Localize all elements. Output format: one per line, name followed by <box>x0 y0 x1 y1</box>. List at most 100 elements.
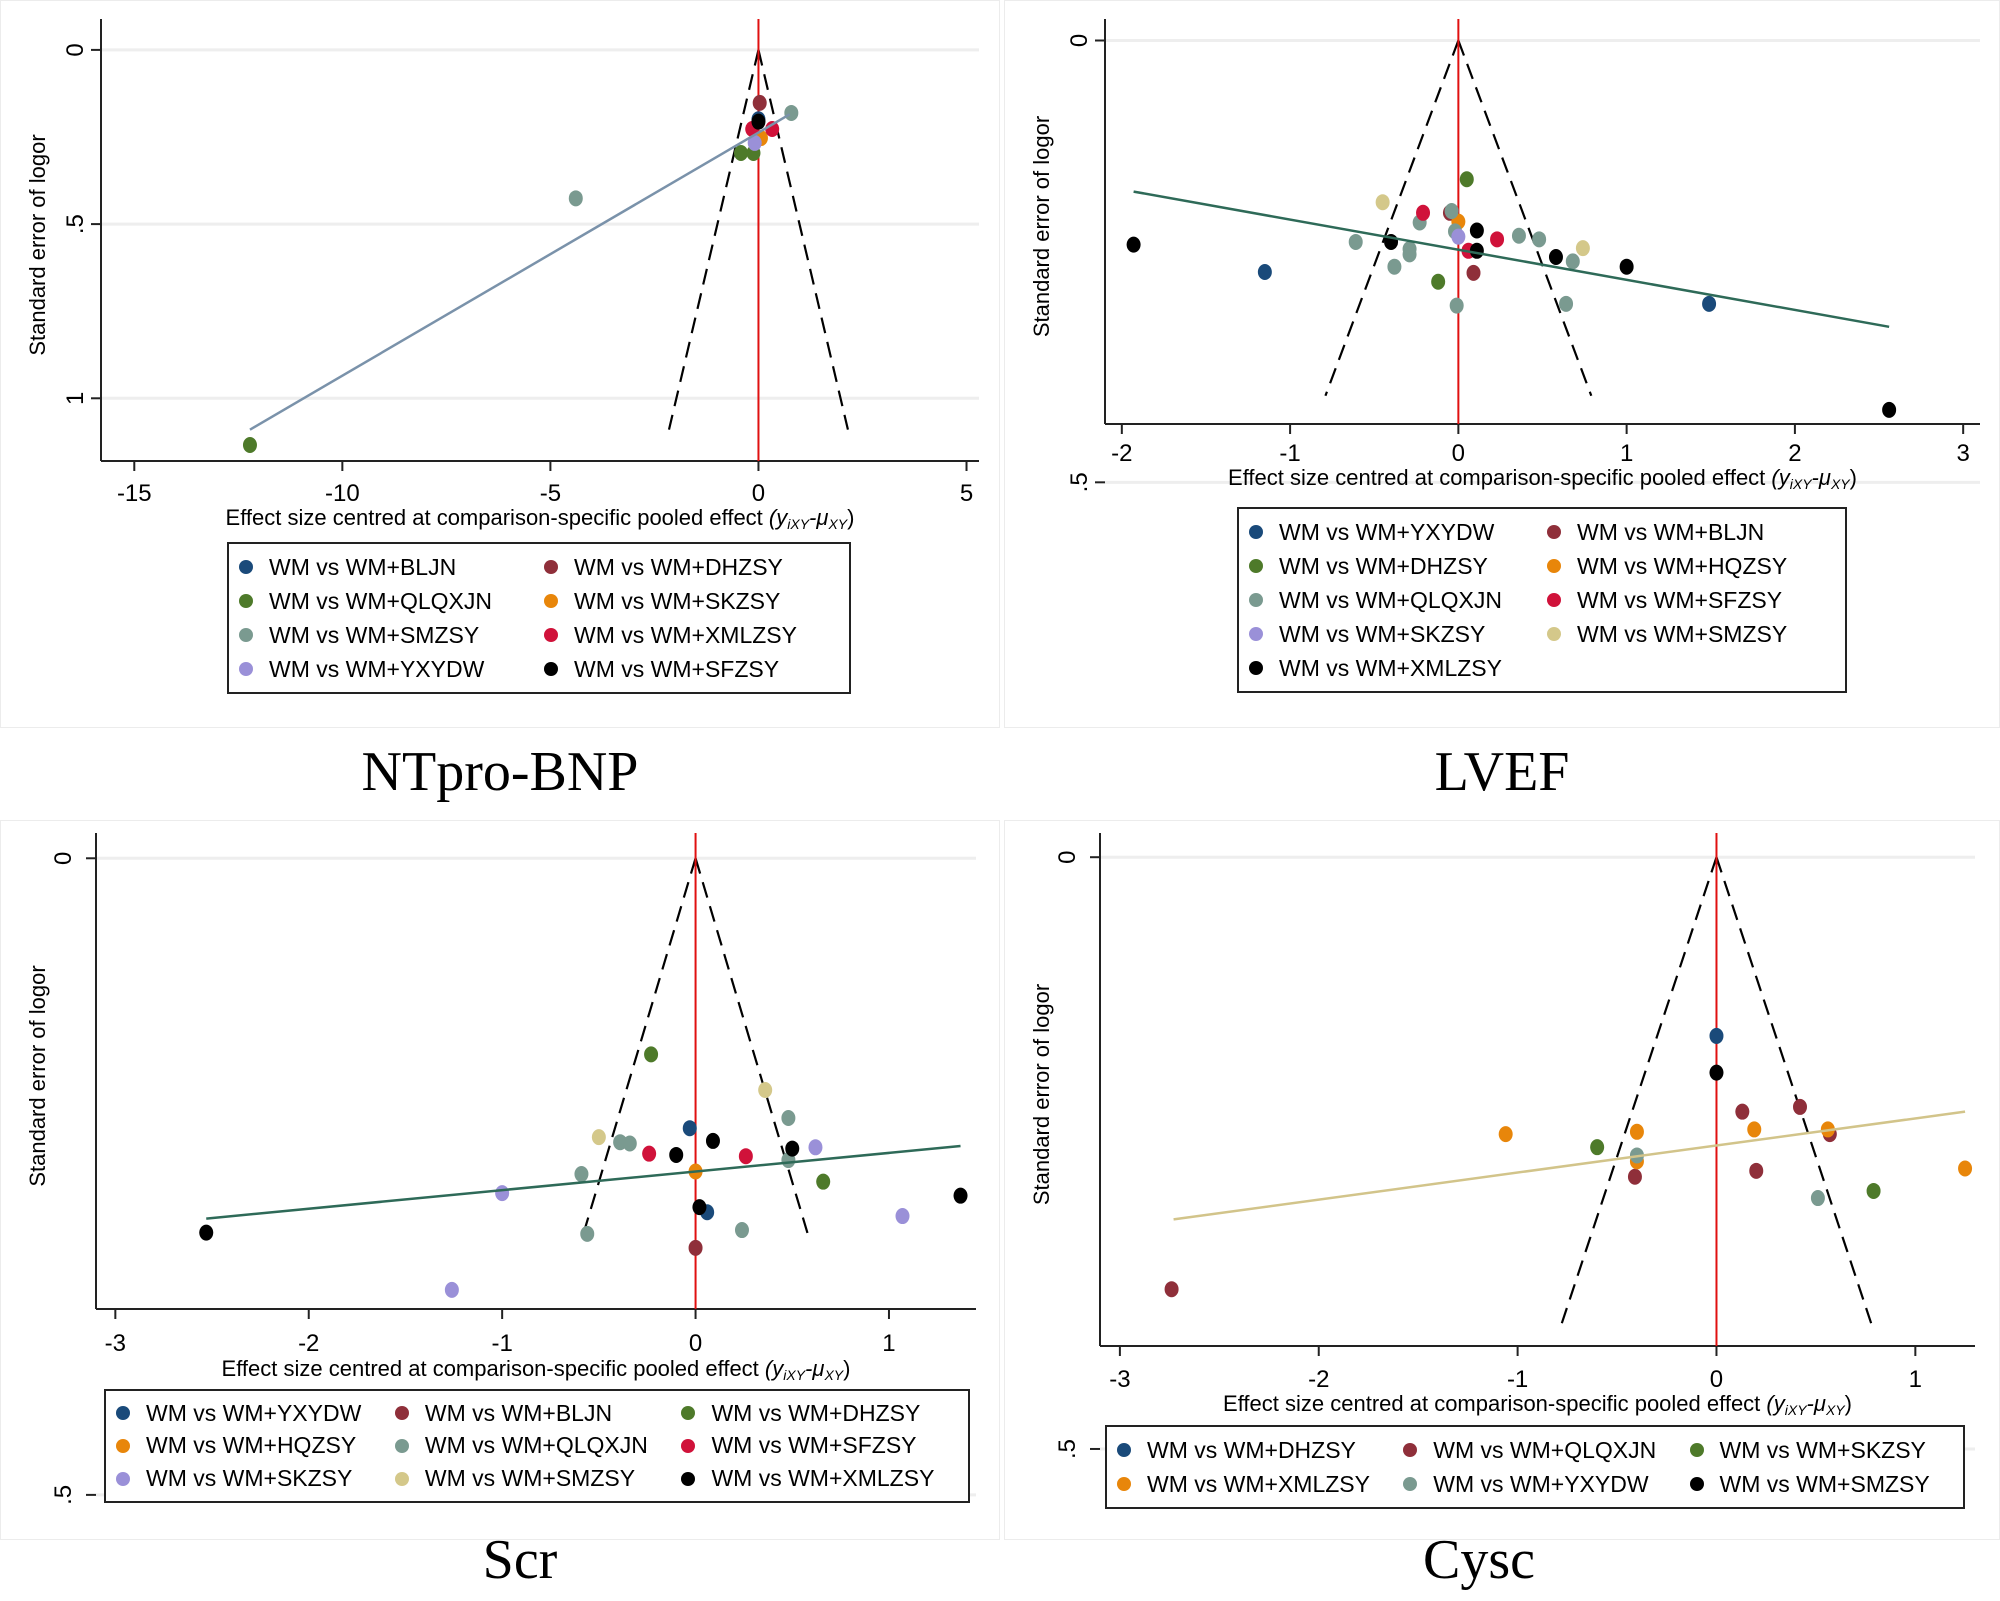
legend-label: WM vs WM+XMLZSY <box>1147 1470 1370 1497</box>
x-axis-label-math: (y <box>1771 465 1791 490</box>
data-point-wm-vs-wm-skzsy <box>495 1185 510 1202</box>
data-point-wm-vs-wm-qlqxjn <box>1793 1098 1807 1115</box>
data-point-wm-vs-wm-skzsy <box>444 1281 459 1298</box>
legend-item: WM vs WM+HQZSY <box>116 1432 385 1461</box>
data-point-wm-vs-wm-smzsy <box>1375 194 1390 211</box>
legend-label: WM vs WM+YXYDW <box>269 655 485 682</box>
legend-item: WM vs WM+DHZSY <box>1249 551 1537 581</box>
legend-marker-icon <box>681 1438 696 1453</box>
legend-marker-icon <box>681 1406 696 1421</box>
legend-label: WM vs WM+QLQXJN <box>424 1432 648 1459</box>
x-axis-label-sub: XY <box>1825 1402 1846 1418</box>
data-point-wm-vs-wm-qlqxjn <box>622 1135 637 1152</box>
panel-cysc: -3 -2 -1 0 1 0 .5 Standard error of logor Effect… <box>1004 820 2000 1540</box>
legend-label: WM vs WM+DHZSY <box>574 553 783 580</box>
legend-label: WM vs WM+BLJN <box>269 553 457 580</box>
x-tick-label: 3 <box>1956 440 1969 467</box>
x-axis-label: Effect size centred at comparison-specif… <box>1223 1391 1852 1418</box>
y-tick-label: 0 <box>50 852 77 865</box>
data-point-wm-vs-wm-xmlzsy <box>765 120 780 137</box>
legend-label: WM vs WM+SKZSY <box>146 1465 353 1492</box>
legend-marker-icon <box>1117 1443 1131 1457</box>
x-axis-label-text: Effect size centred at comparison-specif… <box>1228 465 1771 490</box>
x-axis-label: Effect size centred at comparison-specif… <box>1228 465 1857 492</box>
legend-label: WM vs WM+QLQXJN <box>1279 586 1502 613</box>
x-axis-label-math: -μ <box>809 505 828 530</box>
legend-marker-icon <box>394 1406 409 1421</box>
data-point-wm-vs-wm-xmlzsy <box>953 1187 968 1204</box>
data-point-wm-vs-wm-qlqxjn <box>734 1222 749 1239</box>
x-tick-label: 1 <box>1909 1366 1922 1393</box>
data-point-wm-vs-wm-smzsy <box>758 1082 773 1099</box>
x-tick-label: -1 <box>1507 1366 1528 1393</box>
x-tick-label: 2 <box>1788 440 1801 467</box>
data-point-wm-vs-wm-qlqxjn <box>1735 1103 1750 1120</box>
legend-label: WM vs WM+BLJN <box>424 1399 613 1426</box>
legend-marker-icon <box>1117 1477 1131 1491</box>
legend-label: WM vs WM+SFZSY <box>1577 586 1783 613</box>
legend-item: WM vs WM+SFZSY <box>544 654 839 684</box>
y-axis-label: Standard error of logor <box>25 965 50 1186</box>
funnel-plot-lvef: -2 -1 0 1 2 3 0 .5 Standard error of logor Effect… <box>1029 19 1980 492</box>
legend-marker-icon <box>116 1471 130 1486</box>
legend-item: WM vs WM+SMZSY <box>1689 1469 1953 1499</box>
legend-marker-icon <box>1249 559 1263 573</box>
panel-scr: -3 -2 -1 0 1 0 .5 Standard error of logor Effect… <box>0 820 1000 1540</box>
x-axis-label-sub: XY <box>827 516 848 532</box>
data-point-wm-vs-wm-sfzsy <box>642 1145 657 1162</box>
legend-lvef: WM vs WM+YXYDW WM vs WM+BLJN WM vs WM+DHZS… <box>1237 507 1847 693</box>
x-tick-label: -1 <box>1279 440 1300 467</box>
x-axis-label-sub: XY <box>823 1367 844 1383</box>
x-axis-label: Effect size centred at comparison-specif… <box>222 1356 851 1383</box>
x-axis-label-math: -μ <box>1812 465 1831 490</box>
legend-item: WM vs WM+XMLZSY <box>1249 653 1537 683</box>
regression-line <box>1173 1110 1966 1221</box>
data-point-wm-vs-wm-smzsy <box>1575 240 1590 257</box>
y-tick-label: 1 <box>62 392 89 405</box>
legend-marker-icon <box>1249 525 1263 539</box>
legend-label: WM vs WM+SKZSY <box>574 587 781 614</box>
legend-marker-icon <box>239 594 253 608</box>
legend-marker-icon <box>544 594 558 608</box>
x-tick-label: -2 <box>298 1330 319 1357</box>
legend-item: WM vs WM+SKZSY <box>544 586 839 616</box>
legend-marker-icon <box>1547 559 1561 573</box>
funnel-plot-ntprobnp: -15 -10 -5 0 5 0 .5 1 Standard error of logor Eff… <box>25 19 979 532</box>
legend-item: WM vs WM+BLJN <box>1547 517 1835 547</box>
funnel-right-line <box>1457 40 1593 397</box>
data-point-wm-vs-wm-xmlzsy <box>785 1140 800 1157</box>
x-axis-label-math: -μ <box>1807 1391 1826 1416</box>
data-point-wm-vs-wm-qlqxjn <box>574 1166 589 1183</box>
legend-item: WM vs WM+SFZSY <box>1547 585 1835 615</box>
data-point-wm-vs-wm-qlqxjn <box>1565 253 1580 270</box>
legend-label: WM vs WM+SMZSY <box>1719 1470 1930 1497</box>
legend-item: WM vs WM+DHZSY <box>544 552 839 582</box>
data-point-wm-vs-wm-xmlzsy <box>1498 1126 1513 1143</box>
regression-line <box>249 113 791 431</box>
regression-line <box>1133 190 1890 329</box>
data-point-wm-vs-wm-qlqxjn <box>1402 246 1417 263</box>
legend-marker-icon <box>116 1438 130 1453</box>
legend-label: WM vs WM+SKZSY <box>1279 620 1486 647</box>
caption-scr: Scr <box>482 1529 558 1591</box>
data-point-wm-vs-wm-qlqxjn <box>1511 227 1526 244</box>
legend-label: WM vs WM+HQZSY <box>1577 552 1788 579</box>
legend-marker-icon <box>1547 525 1561 539</box>
data-point-wm-vs-wm-bljn <box>1466 264 1481 281</box>
legend-marker-icon <box>394 1438 409 1453</box>
data-point-wm-vs-wm-qlqxjn <box>1449 297 1464 314</box>
panel-ntprobnp: -15 -10 -5 0 5 0 .5 1 Standard error of logor Eff… <box>0 0 1000 728</box>
y-axis-label: Standard error of logor <box>1029 116 1054 337</box>
data-point-wm-vs-wm-dhzsy <box>816 1173 831 1190</box>
x-tick-label: -1 <box>491 1330 512 1357</box>
x-tick-label: -2 <box>1111 440 1132 467</box>
legend-item: WM vs WM+SFZSY <box>681 1432 958 1461</box>
data-point-wm-vs-wm-dhzsy <box>1709 1027 1724 1044</box>
legend-cysc: WM vs WM+DHZSY WM vs WM+QLQXJN WM vs WM+SK… <box>1105 1425 1965 1509</box>
y-tick-label: .5 <box>1054 1439 1081 1459</box>
legend-marker-icon <box>394 1471 409 1486</box>
x-axis-label-math: ) <box>847 505 854 530</box>
data-point-wm-vs-wm-smzsy <box>1709 1064 1724 1081</box>
data-point-wm-vs-wm-dhzsy <box>752 94 767 111</box>
data-point-wm-vs-wm-xmlzsy <box>1469 242 1484 259</box>
